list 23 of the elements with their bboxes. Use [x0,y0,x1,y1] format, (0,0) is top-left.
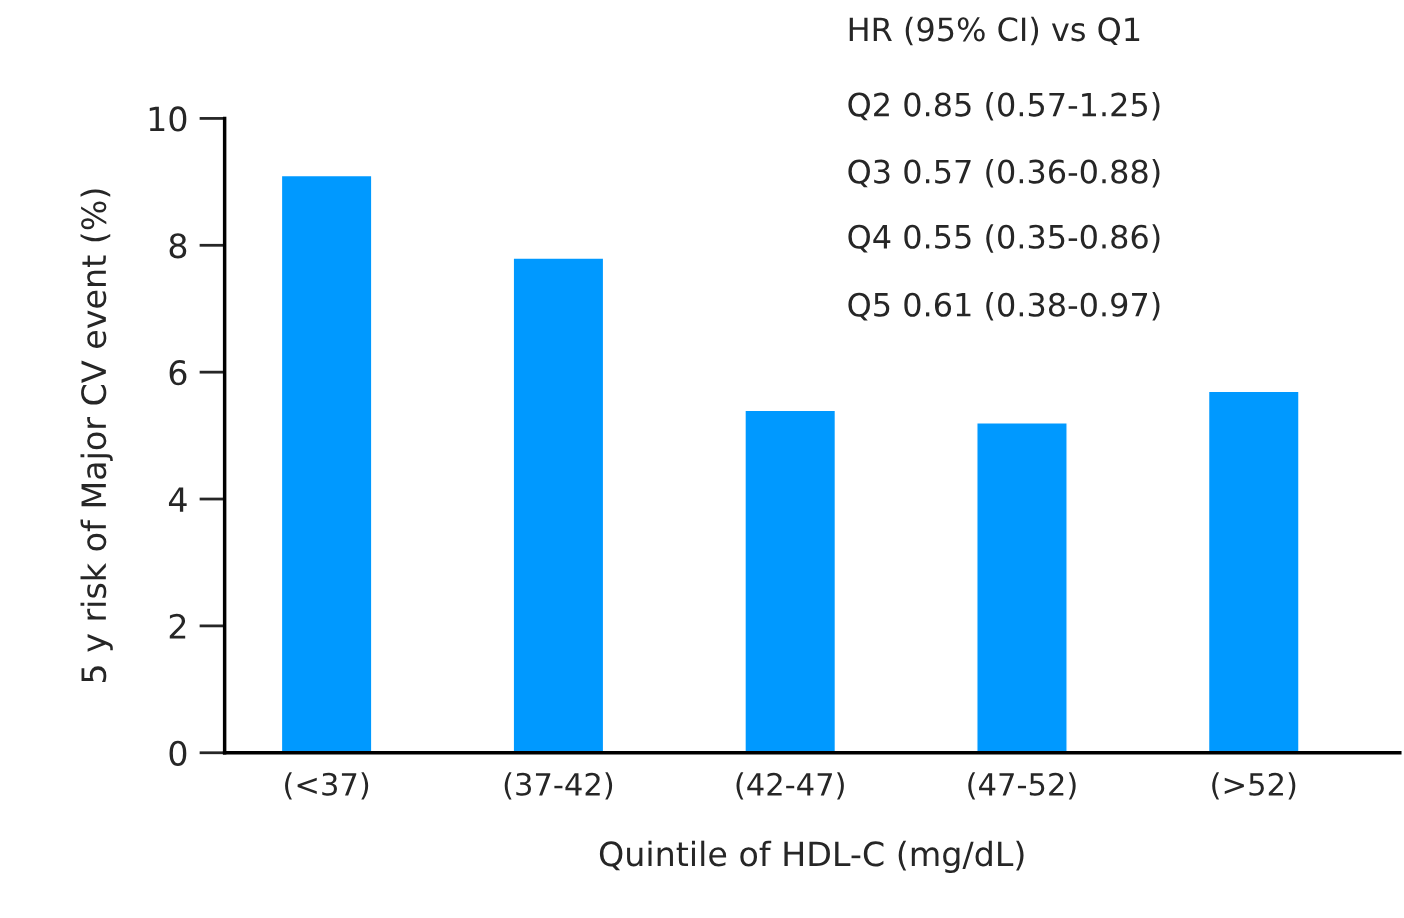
x-tick-label: (>52) [1212,772,1296,800]
annotation: Q3 0.57 (0.36-0.88) [848,159,1160,188]
x-tick-label: (<37) [285,772,369,800]
y-tick-label: 6 [169,360,187,386]
x-tick-label: (42-47) [736,772,844,800]
y-tick-label: 2 [169,613,186,639]
x-axis-title: Quintile of HDL-C (mg/dL) [599,840,1024,873]
bar [744,409,837,753]
x-tick-label: (47-52) [968,772,1076,800]
y-axis-title: 5 y risk of Major CV event (%) [80,189,113,683]
annotation: Q2 0.85 (0.57-1.25) [848,91,1160,121]
y-tick-label: 4 [168,487,187,512]
x-tick-label: (37-42) [504,772,613,800]
y-tick-label: 0 [169,740,187,766]
bar [280,174,373,753]
text: HR (95% CI) vs Q1 [849,16,1140,46]
annotation: Q5 0.61 (0.38-0.97) [848,292,1160,321]
y-tick-label: 8 [169,233,187,259]
y-tick-label: 10 [149,106,187,132]
bar [512,257,605,753]
bar [1207,390,1300,753]
bar [976,422,1068,753]
annotation: Q4 0.55 (0.35-0.86) [848,224,1160,253]
